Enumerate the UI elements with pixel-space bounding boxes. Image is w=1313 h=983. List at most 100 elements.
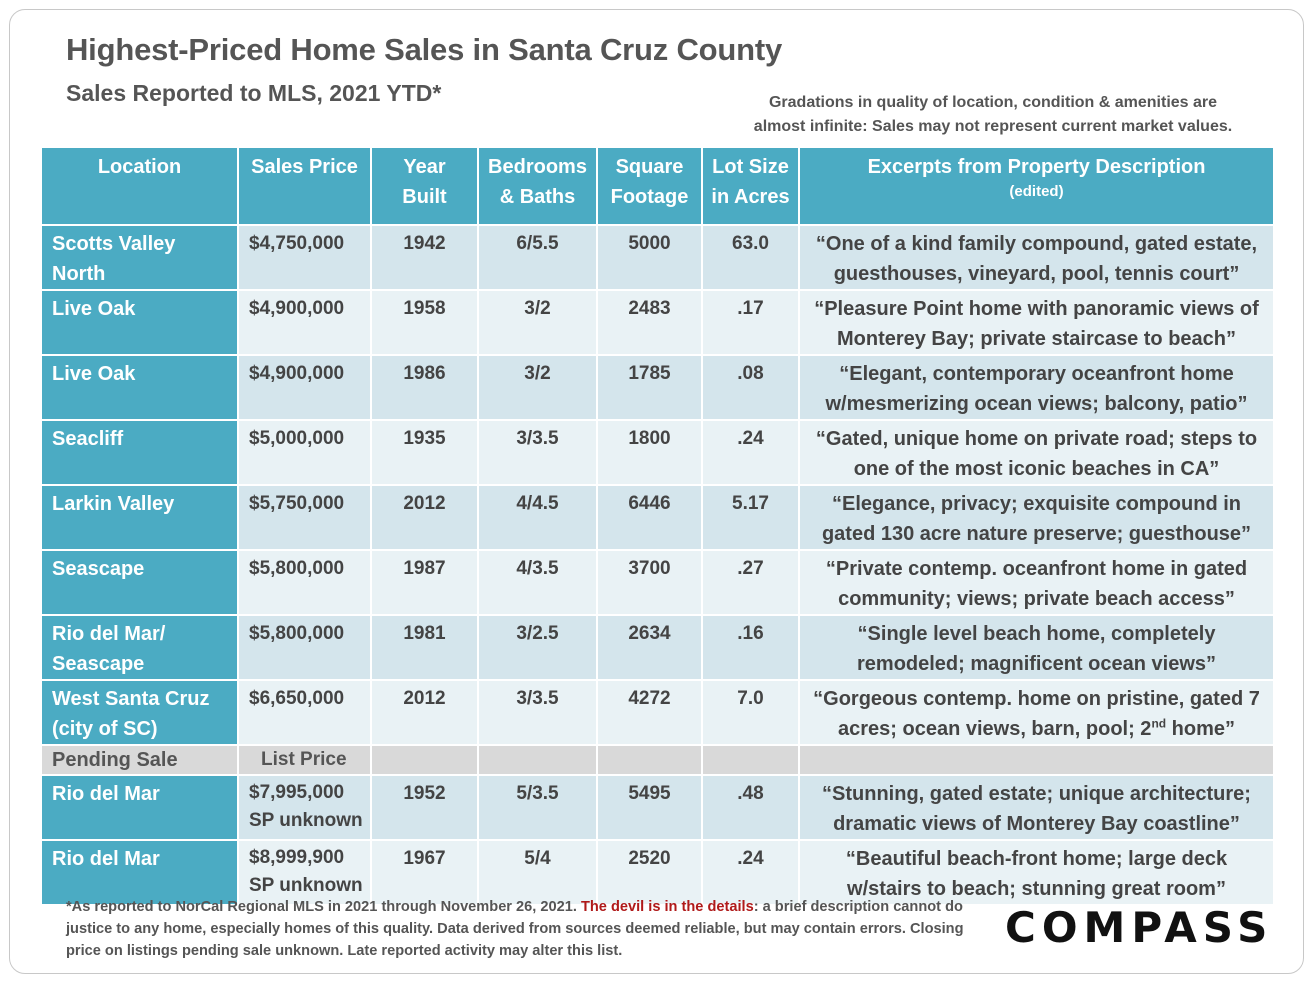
cell-price: $4,750,000 xyxy=(239,226,370,289)
cell-location: West Santa Cruz (city of SC) xyxy=(42,681,237,744)
cell-beds: 6/5.5 xyxy=(479,226,596,289)
cell-lot: 63.0 xyxy=(703,226,798,289)
cell-location: Live Oak xyxy=(42,291,237,354)
cell-description: “Beautiful beach-front home; large deck w… xyxy=(800,841,1273,904)
cell-location: Rio del Mar/Seascape xyxy=(42,616,237,679)
cell-year: 1987 xyxy=(372,551,477,614)
cell-location: Seascape xyxy=(42,551,237,614)
cell-description: “One of a kind family compound, gated es… xyxy=(800,226,1273,289)
cell-sqft: 2520 xyxy=(598,841,701,904)
cell-lot: 7.0 xyxy=(703,681,798,744)
cell-beds: 3/3.5 xyxy=(479,681,596,744)
cell-beds: 4/4.5 xyxy=(479,486,596,549)
cell-description: “Pleasure Point home with panoramic view… xyxy=(800,291,1273,354)
footnote-emphasis: The devil is in the details xyxy=(580,899,754,915)
note-line-1: Gradations in quality of location, condi… xyxy=(768,94,1218,111)
page-title: Highest-Priced Home Sales in Santa Cruz … xyxy=(66,32,783,67)
cell-price: $5,750,000 xyxy=(239,486,370,549)
col-header-beds: Bedrooms & Baths xyxy=(479,148,596,224)
cell-location: Larkin Valley xyxy=(42,486,237,549)
pending-sale-divider-row: Pending Sale List Price xyxy=(42,746,1273,774)
cell-lot: .08 xyxy=(703,356,798,419)
col-header-year: Year Built xyxy=(372,148,477,224)
cell-year: 1942 xyxy=(372,226,477,289)
cell-description: “Private contemp. oceanfront home in gat… xyxy=(800,551,1273,614)
cell-year: 2012 xyxy=(372,486,477,549)
col-header-price: Sales Price xyxy=(239,148,370,224)
pending-empty-cell xyxy=(372,746,477,774)
col-header-sqft: Square Footage xyxy=(598,148,701,224)
cell-sqft: 2634 xyxy=(598,616,701,679)
cell-price: $5,800,000 xyxy=(239,551,370,614)
table-row: Rio del Mar $8,999,900 SP unknown 1967 5/… xyxy=(42,841,1273,904)
compass-logo: COMPASS xyxy=(1005,903,1274,952)
cell-description: “Gated, unique home on private road; ste… xyxy=(800,421,1273,484)
pending-empty-cell xyxy=(598,746,701,774)
col-header-lot: Lot Size in Acres xyxy=(703,148,798,224)
cell-year: 2012 xyxy=(372,681,477,744)
cell-location: Seacliff xyxy=(42,421,237,484)
cell-sqft: 4272 xyxy=(598,681,701,744)
cell-price: $4,900,000 xyxy=(239,356,370,419)
cell-price: $7,995,000 SP unknown xyxy=(239,776,370,839)
cell-year: 1958 xyxy=(372,291,477,354)
cell-location: Scotts Valley North xyxy=(42,226,237,289)
cell-lot: .24 xyxy=(703,841,798,904)
table-row: Seacliff $5,000,000 1935 3/3.5 1800 .24 … xyxy=(42,421,1273,484)
cell-sqft: 5000 xyxy=(598,226,701,289)
col-header-location: Location xyxy=(42,148,237,224)
cell-price: $5,000,000 xyxy=(239,421,370,484)
list-price-label: List Price xyxy=(239,746,370,774)
cell-price: $6,650,000 xyxy=(239,681,370,744)
table-row: Scotts Valley North $4,750,000 1942 6/5.5… xyxy=(42,226,1273,289)
cell-description: “Single level beach home, completely remo… xyxy=(800,616,1273,679)
cell-lot: .17 xyxy=(703,291,798,354)
pending-empty-cell xyxy=(479,746,596,774)
table-row: Live Oak $4,900,000 1958 3/2 2483 .17 “P… xyxy=(42,291,1273,354)
cell-year: 1935 xyxy=(372,421,477,484)
table-row: Rio del Mar $7,995,000 SP unknown 1952 5/… xyxy=(42,776,1273,839)
cell-beds: 4/3.5 xyxy=(479,551,596,614)
cell-description: “Elegance, privacy; exquisite compound i… xyxy=(800,486,1273,549)
cell-year: 1981 xyxy=(372,616,477,679)
cell-sqft: 3700 xyxy=(598,551,701,614)
cell-description: “Elegant, contemporary oceanfront home w/… xyxy=(800,356,1273,419)
col-header-desc: Excerpts from Property Description (edite… xyxy=(800,148,1273,224)
cell-lot: .24 xyxy=(703,421,798,484)
cell-sqft: 2483 xyxy=(598,291,701,354)
disclaimer-note: Gradations in quality of location, condi… xyxy=(700,91,1286,139)
cell-year: 1952 xyxy=(372,776,477,839)
table-header-row: Location Sales Price Year Built Bedrooms &… xyxy=(42,148,1273,224)
cell-sqft: 1800 xyxy=(598,421,701,484)
cell-price: $4,900,000 xyxy=(239,291,370,354)
sales-table: Location Sales Price Year Built Bedrooms &… xyxy=(40,146,1275,906)
pending-empty-cell xyxy=(800,746,1273,774)
pending-sale-label: Pending Sale xyxy=(42,746,237,774)
note-line-2: almost infinite: Sales may not represent… xyxy=(753,118,1233,135)
cell-location: Rio del Mar xyxy=(42,841,237,904)
cell-beds: 3/2.5 xyxy=(479,616,596,679)
cell-price: $5,800,000 xyxy=(239,616,370,679)
cell-sqft: 6446 xyxy=(598,486,701,549)
cell-beds: 5/3.5 xyxy=(479,776,596,839)
cell-lot: 5.17 xyxy=(703,486,798,549)
page-subtitle: Sales Reported to MLS, 2021 YTD* xyxy=(66,80,442,106)
cell-beds: 3/2 xyxy=(479,356,596,419)
cell-location: Rio del Mar xyxy=(42,776,237,839)
cell-description: “Stunning, gated estate; unique architec… xyxy=(800,776,1273,839)
cell-beds: 3/3.5 xyxy=(479,421,596,484)
table-row: Seascape $5,800,000 1987 4/3.5 3700 .27 … xyxy=(42,551,1273,614)
cell-beds: 3/2 xyxy=(479,291,596,354)
cell-lot: .48 xyxy=(703,776,798,839)
cell-lot: .27 xyxy=(703,551,798,614)
table-row: Rio del Mar/Seascape $5,800,000 1981 3/2… xyxy=(42,616,1273,679)
cell-year: 1967 xyxy=(372,841,477,904)
table-row: West Santa Cruz (city of SC) $6,650,000 2… xyxy=(42,681,1273,744)
pending-empty-cell xyxy=(703,746,798,774)
cell-year: 1986 xyxy=(372,356,477,419)
cell-sqft: 1785 xyxy=(598,356,701,419)
cell-beds: 5/4 xyxy=(479,841,596,904)
cell-description: “Gorgeous contemp. home on pristine, gat… xyxy=(800,681,1273,744)
cell-location: Live Oak xyxy=(42,356,237,419)
table-row: Live Oak $4,900,000 1986 3/2 1785 .08 “E… xyxy=(42,356,1273,419)
